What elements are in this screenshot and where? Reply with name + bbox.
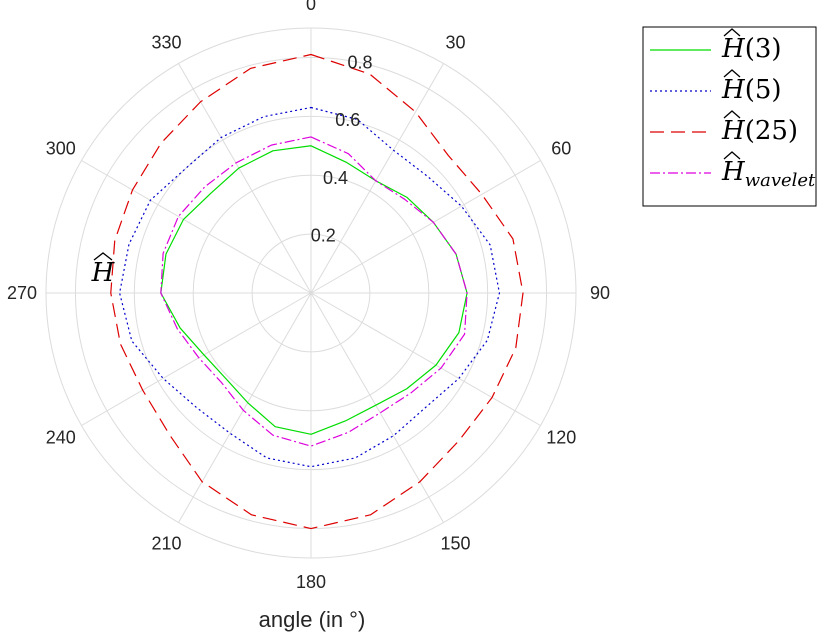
- legend-box: [642, 26, 817, 207]
- angle-tick-label: 0: [306, 0, 316, 14]
- legend-hat: [723, 69, 741, 78]
- series-line-5: [119, 106, 501, 468]
- angle-tick-label: 300: [46, 139, 76, 159]
- legend-label: Hwavelet: [721, 157, 816, 191]
- angle-tick-label: 90: [590, 283, 610, 303]
- radial-tick-label: 0.8: [347, 53, 372, 73]
- legend-hat: [723, 28, 741, 37]
- grid-spoke: [310, 63, 444, 294]
- radial-tick-label: 0.4: [323, 168, 348, 188]
- series-line-wavelet: [160, 136, 468, 447]
- legend-hat: [723, 110, 741, 119]
- radial-tick-label: 0.6: [335, 110, 360, 130]
- grid-spoke: [310, 292, 541, 426]
- angle-tick-label: 210: [151, 533, 181, 553]
- grid-spoke: [81, 160, 312, 294]
- series-line-25: [110, 53, 524, 530]
- angle-tick-label: 270: [7, 283, 37, 303]
- radial-axis-title-text: H: [91, 258, 116, 288]
- angle-tick-label: 330: [151, 33, 181, 53]
- angle-tick-label: 180: [296, 572, 326, 592]
- legend-label: H(5): [721, 75, 782, 105]
- radial-tick-label: 0.2: [311, 225, 336, 245]
- tick-labels: 0 30 60 90 120 150 180 210 240 270 300 330 0.2 0.4 0.6…: [7, 0, 610, 592]
- series-line-3: [160, 145, 468, 435]
- grid-spoke: [81, 292, 312, 426]
- radial-axis-title-hat: [93, 252, 113, 261]
- radial-axis-title: H: [91, 252, 116, 288]
- legend-label: H(25): [721, 116, 798, 146]
- grid-spoke: [178, 292, 312, 523]
- grid-spoke: [310, 160, 541, 294]
- grid-spoke: [310, 292, 444, 523]
- angle-tick-label: 150: [440, 533, 470, 553]
- angle-tick-label: 60: [551, 139, 571, 159]
- angle-tick-label: 120: [546, 428, 576, 448]
- legend-hat: [723, 151, 741, 160]
- x-axis-title: angle (in °): [259, 607, 366, 632]
- legend: H(3) H(5) H(25) Hwavelet: [642, 26, 817, 207]
- angle-tick-label: 30: [445, 33, 465, 53]
- angle-tick-label: 240: [46, 428, 76, 448]
- legend-label: H(3): [721, 34, 782, 64]
- series-lines: [110, 53, 524, 530]
